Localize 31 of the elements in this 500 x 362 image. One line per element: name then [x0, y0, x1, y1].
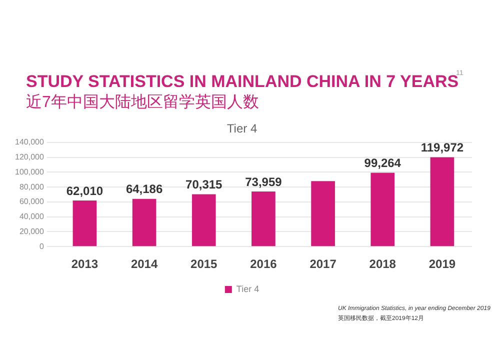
text: 近7年中国大陆地区留学英国人数	[26, 92, 259, 113]
y-tick-label: 80,000	[19, 182, 44, 192]
x-tick-label: 2014	[130, 257, 158, 272]
x-tick-label: 2018	[369, 257, 396, 272]
x-tick-label: 2015	[190, 257, 218, 272]
y-tick-label: 100,000	[14, 167, 44, 176]
data-label: 62,010	[66, 184, 104, 198]
x-tick-label: 2017	[310, 257, 337, 272]
data-label: 64,186	[126, 182, 163, 196]
y-tick-label: 40,000	[19, 212, 44, 222]
y-tick-label: 120,000	[14, 152, 44, 162]
bar	[252, 192, 276, 246]
x-tick-label: 2019	[428, 257, 456, 272]
bar	[72, 200, 97, 246]
x-tick-label: 2013	[71, 257, 98, 272]
bar	[192, 194, 216, 246]
bar	[430, 157, 454, 246]
bar	[311, 181, 335, 246]
data-label: 99,264	[364, 156, 402, 170]
data-label: 70,315	[186, 178, 223, 192]
bar	[132, 198, 156, 246]
y-tick-label: 0	[39, 242, 44, 251]
chart-title: Tier 4	[226, 122, 258, 136]
bar	[370, 172, 395, 246]
y-tick-label: 20,000	[19, 226, 44, 236]
x-tick-label: 2016	[250, 257, 278, 272]
y-tick-label: 60,000	[19, 197, 44, 206]
legend-label: Tier 4	[236, 284, 260, 294]
y-tick-label: 140,000	[14, 138, 44, 147]
data-label: 119,972	[420, 140, 464, 155]
data-label: 73,959	[245, 174, 282, 189]
